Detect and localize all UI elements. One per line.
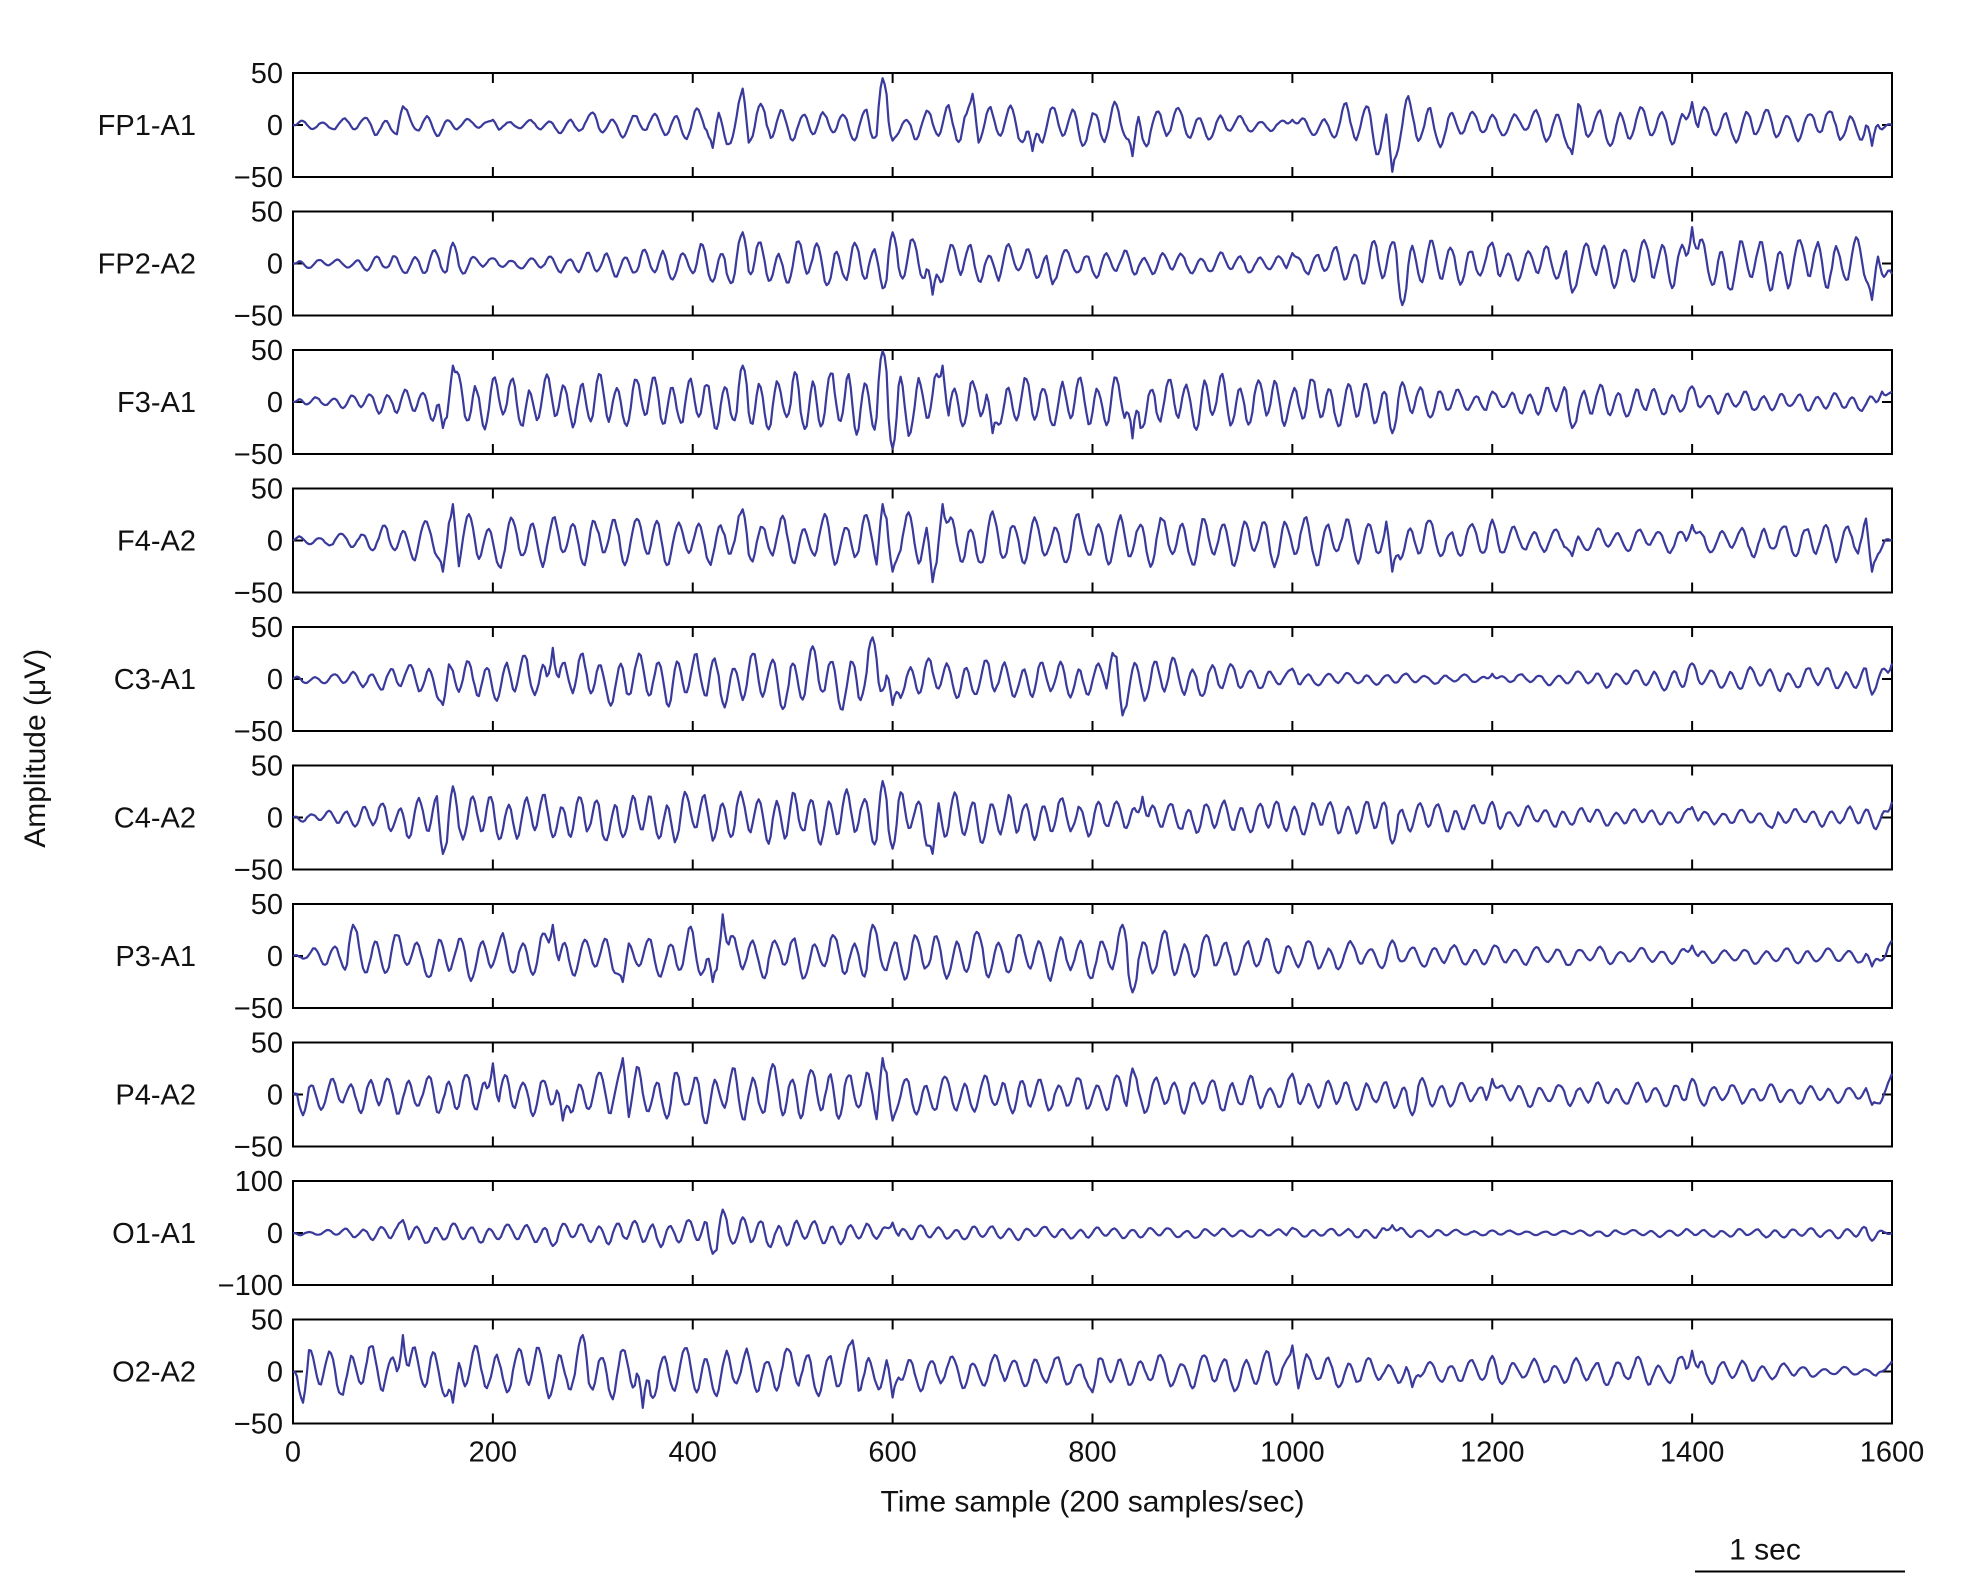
channel-label: F3-A1	[117, 387, 196, 419]
panel-frame	[292, 72, 1893, 178]
channel-label: P4-A2	[115, 1080, 196, 1112]
y-tick-label: 0	[267, 110, 283, 142]
channel-label: O2-A2	[112, 1357, 196, 1389]
x-tick-label: 1400	[1660, 1437, 1725, 1469]
channel-label: FP1-A1	[98, 110, 196, 142]
channel-panel-p4-a2: 50 0 −50 P4-A2	[115, 1028, 1894, 1164]
panel-frame	[292, 210, 1893, 317]
y-tick-label: −50	[234, 1132, 283, 1164]
x-tick-label: 1000	[1260, 1437, 1325, 1469]
y-tick-label: 100	[235, 1166, 283, 1198]
channel-label: P3-A1	[115, 941, 196, 973]
channel-label: F4-A2	[117, 526, 196, 558]
channel-panel-c3-a1: 50 0 −50 C3-A1	[114, 612, 1894, 748]
y-tick-label: −100	[218, 1270, 283, 1302]
eeg-trace-c3-a1	[292, 636, 1894, 717]
x-tick-label: 400	[669, 1437, 717, 1469]
channel-panel-o1-a1: 100 0 −100 O1-A1	[112, 1166, 1893, 1302]
eeg-trace-o1-a1	[292, 1208, 1893, 1255]
panel-frame	[292, 764, 1893, 871]
eeg-trace-o2-a2	[292, 1334, 1893, 1409]
y-tick-label: 50	[251, 58, 283, 90]
channel-panel-f4-a2: 50 0 −50 F4-A2	[117, 474, 1893, 610]
eeg-trace-c4-a2	[292, 780, 1894, 855]
channel-panel-fp1-a1: 50 0 −50 FP1-A1	[98, 58, 1893, 194]
y-tick-label: 0	[267, 664, 283, 696]
eeg-trace-p3-a1	[292, 913, 1893, 994]
y-tick-label: 50	[251, 1305, 283, 1337]
x-tick-label: 600	[868, 1437, 916, 1469]
x-tick-label: 1200	[1460, 1437, 1525, 1469]
y-tick-label: 50	[251, 474, 283, 506]
channel-panel-p3-a1: 50 0 −50 P3-A1	[115, 889, 1893, 1025]
x-tick-label: 0	[285, 1437, 301, 1469]
channel-panel-f3-a1: 50 0 −50 F3-A1	[117, 335, 1893, 471]
eeg-trace-f4-a2	[292, 503, 1893, 584]
y-tick-label: 50	[251, 1028, 283, 1060]
channel-panel-o2-a2: 50 0 −50 O2-A2	[112, 1305, 1893, 1441]
y-tick-label: −50	[234, 439, 283, 471]
channel-label: O1-A1	[112, 1218, 196, 1250]
y-tick-label: 0	[267, 1357, 283, 1389]
panel-frame	[292, 903, 1893, 1009]
eeg-trace-fp1-a1	[292, 77, 1893, 173]
y-tick-label: 0	[267, 1218, 283, 1250]
y-tick-label: 50	[251, 889, 283, 921]
channel-label: C3-A1	[114, 664, 196, 696]
y-tick-label: 0	[267, 941, 283, 973]
y-tick-label: 50	[251, 335, 283, 367]
y-tick-label: 0	[267, 249, 283, 281]
y-tick-label: −50	[234, 578, 283, 610]
y-tick-label: −50	[234, 855, 283, 887]
x-tick-label: 1600	[1860, 1437, 1925, 1469]
channel-label: FP2-A2	[98, 249, 196, 281]
y-tick-label: 50	[251, 751, 283, 783]
y-tick-label: 0	[267, 1080, 283, 1112]
x-axis: 0 200 400 600 800 1000 1200 1400 1600	[285, 1437, 1924, 1469]
y-tick-label: −50	[234, 301, 283, 333]
y-tick-label: −50	[234, 993, 283, 1025]
x-axis-title: Time sample (200 samples/sec)	[880, 1486, 1304, 1519]
channel-panel-fp2-a2: 50 0 −50 FP2-A2	[98, 197, 1893, 333]
eeg-trace-fp2-a2	[292, 226, 1893, 307]
eeg-trace-f3-a1	[292, 349, 1893, 450]
y-tick-label: 0	[267, 387, 283, 419]
channel-panels: 50 0 −50 FP1-A1 50 0 −50 FP2-A2 50 0 −50 F3-A1 50 0 −5…	[98, 58, 1894, 1441]
y-tick-label: −50	[234, 716, 283, 748]
y-tick-label: −50	[234, 162, 283, 194]
eeg-trace-p4-a2	[292, 1057, 1894, 1125]
y-tick-label: 50	[251, 612, 283, 644]
x-tick-label: 800	[1068, 1437, 1116, 1469]
channel-panel-c4-a2: 50 0 −50 C4-A2	[114, 751, 1894, 887]
y-tick-label: 0	[267, 803, 283, 835]
y-tick-label: 50	[251, 197, 283, 229]
y-tick-label: 0	[267, 526, 283, 558]
y-axis-title: Amplitude (μV)	[19, 649, 52, 848]
time-scale-bar-label: 1 sec	[1729, 1534, 1801, 1567]
y-tick-label: −50	[234, 1409, 283, 1441]
channel-label: C4-A2	[114, 803, 196, 835]
x-tick-label: 200	[469, 1437, 517, 1469]
